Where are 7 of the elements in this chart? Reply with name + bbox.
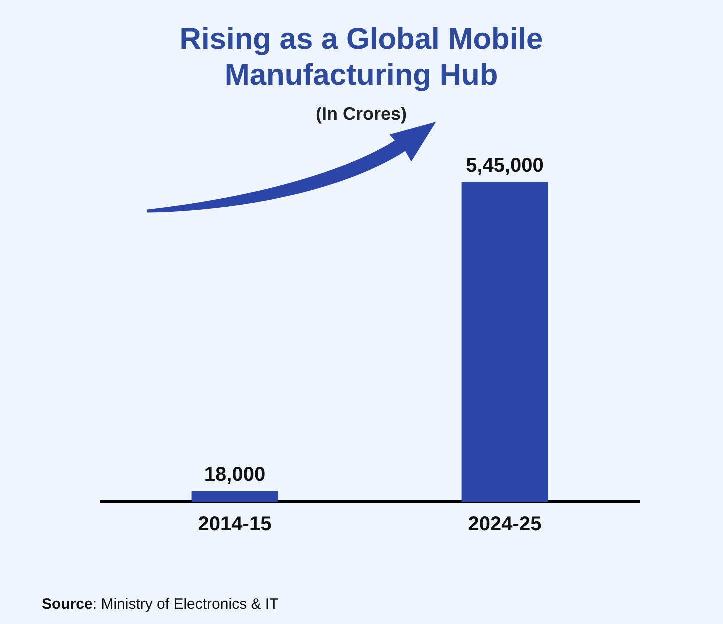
source-note: Source: Ministry of Electronics & IT <box>42 596 279 613</box>
x-tick-label: 2024-25 <box>468 514 542 536</box>
data-label: 18,000 <box>204 464 266 486</box>
chart-title: Rising as a Global Mobile Manufacturing Hub <box>178 22 544 94</box>
data-label: 5,45,000 <box>466 154 544 177</box>
x-tick-label: 2014-15 <box>198 514 272 536</box>
chart-subtitle: (In Crores) <box>314 104 408 125</box>
